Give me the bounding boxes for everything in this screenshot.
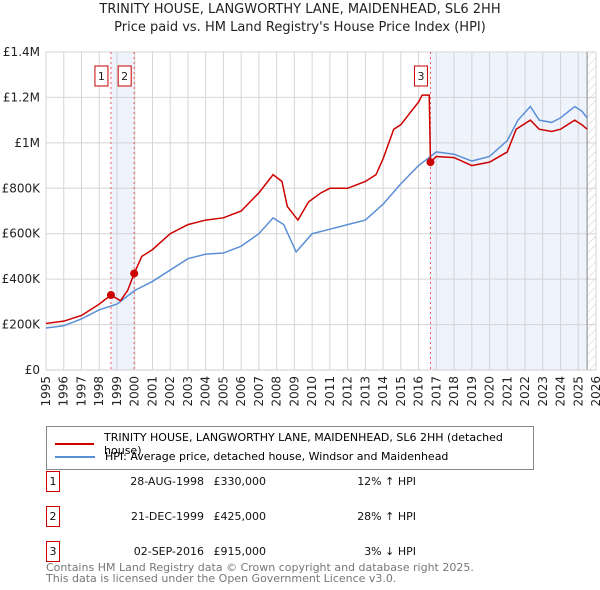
x-tick-label: 2020 [483,376,497,407]
legend: TRINITY HOUSE, LANGWORTHY LANE, MAIDENHE… [46,426,534,470]
sale-label-box [413,65,428,87]
x-tick-label: 2009 [287,376,301,407]
x-tick-label: 2017 [429,376,443,407]
x-tick-label: 2021 [500,376,514,407]
y-tick-label: £800K [2,181,42,195]
y-tick-label: £1.4M [3,45,40,59]
hpi-line [45,105,588,329]
x-tick-label: 2004 [199,376,213,407]
y-tick-label: £400K [2,272,42,286]
x-tick-label: 2003 [181,376,195,407]
x-tick-label: 2014 [376,376,390,407]
x-tick-label: 2024 [554,376,568,407]
legend-label-hpi: HPI: Average price, detached house, Wind… [105,450,449,463]
footer: Contains HM Land Registry data © Crown c… [46,562,474,584]
sale-date: 28-AUG-1998 [130,475,204,488]
y-tick-label: £600K [2,227,42,241]
sale-hpi-diff: 12% ↑ HPI [357,475,416,488]
sale-price: £915,000 [213,545,267,558]
y-tick-label: £1.2M [3,90,40,104]
x-tick-label: 2023 [536,376,550,407]
x-tick-label: 1999 [110,376,124,407]
x-tick-label: 1996 [57,376,71,407]
chart-subtitle: Price paid vs. HM Land Registry's House … [114,20,486,35]
x-tick-label: 2002 [163,376,177,407]
x-tick-label: 2026 [589,376,600,407]
sale-marker-box: 1 [46,471,60,492]
legend-label-property: TRINITY HOUSE, LANGWORTHY LANE, MAIDENHE… [104,431,503,457]
sale-date: 21-DEC-1999 [130,510,204,523]
x-tick-label: 1995 [39,376,53,407]
x-tick-label: 2025 [571,376,585,407]
sale-label-box [94,65,109,87]
x-tick-label: 2016 [412,376,426,407]
x-tick-label: 2006 [234,376,248,407]
shaded-region [430,52,588,370]
sale-price: £425,000 [213,510,267,523]
sale-date: 02-SEP-2016 [133,545,204,558]
sale-label-box [117,65,132,87]
sale-point [426,158,435,167]
x-tick-label: 2013 [358,376,372,407]
price-line [45,94,588,325]
sale-point [130,269,139,278]
x-tick-label: 2011 [323,376,337,407]
x-tick-label: 2001 [145,376,159,407]
x-tick-label: 2008 [270,376,284,407]
x-tick-label: 2015 [394,376,408,407]
y-tick-label: £0 [25,363,40,377]
y-tick-label: £200K [2,318,42,332]
x-tick-label: 2005 [216,376,230,407]
x-tick-label: 1998 [92,376,106,407]
x-tick-label: 2019 [465,376,479,407]
sale-price: £330,000 [213,475,267,488]
legend-red-line [55,443,95,445]
x-tick-label: 2018 [447,376,461,407]
future-hatch [587,52,596,370]
x-tick-label: 2007 [252,376,266,407]
legend-blue-line [55,455,95,458]
x-tick-label: 1997 [74,376,88,407]
sale-marker-box: 2 [46,506,60,527]
x-tick-label: 2022 [518,376,532,407]
sale-marker-box: 3 [46,541,60,562]
sale-label: 3 [417,70,424,83]
sale-label: 2 [121,70,128,83]
footer-line-1: Contains HM Land Registry data © Crown c… [46,561,474,574]
y-tick-label: £1M [14,136,40,150]
sale-hpi-diff: 3% ↓ HPI [364,545,416,558]
chart: 1995 1996 1997 1998 1999 2000 2001 2002 2003 2004… [2,45,600,407]
sale-label: 1 [98,70,105,83]
x-tick-label: 2012 [341,376,355,407]
shaded-region [110,52,135,370]
sale-hpi-diff: 28% ↑ HPI [357,510,416,523]
footer-line-2: This data is licensed under the Open Gov… [46,572,397,585]
x-tick-label: 2010 [305,376,319,407]
x-tick-label: 2000 [128,376,142,407]
chart-title: TRINITY HOUSE, LANGWORTHY LANE, MAIDENHE… [99,2,501,17]
sale-point [106,291,115,300]
